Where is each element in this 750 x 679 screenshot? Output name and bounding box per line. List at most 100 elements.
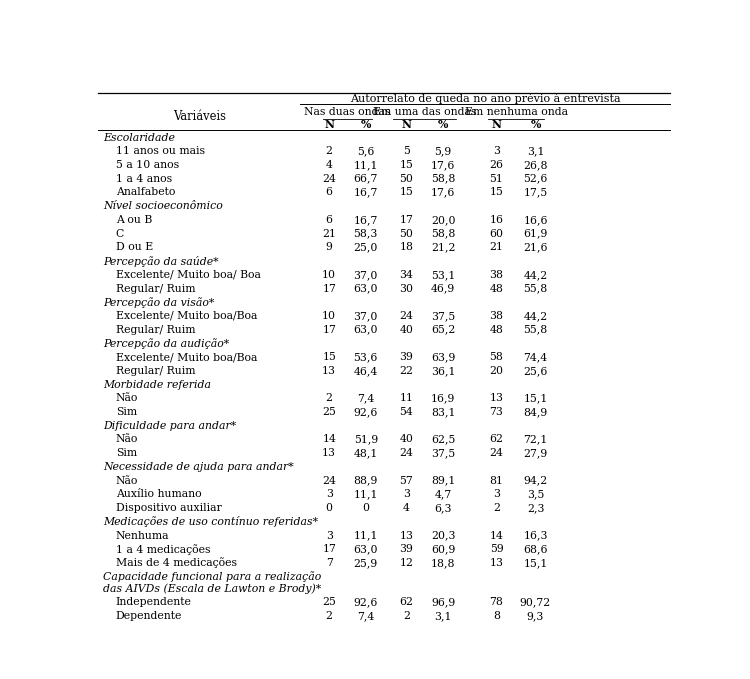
Text: 3,1: 3,1 bbox=[526, 146, 544, 156]
Text: 3: 3 bbox=[403, 490, 410, 499]
Text: 11,1: 11,1 bbox=[353, 490, 378, 499]
Text: 16,7: 16,7 bbox=[353, 215, 378, 225]
Text: 3,1: 3,1 bbox=[434, 611, 451, 621]
Text: 14: 14 bbox=[322, 435, 336, 445]
Text: 13: 13 bbox=[400, 530, 413, 540]
Text: 8: 8 bbox=[493, 611, 500, 621]
Text: 63,0: 63,0 bbox=[353, 545, 378, 554]
Text: Percepção da saúde*: Percepção da saúde* bbox=[103, 255, 219, 267]
Text: 2: 2 bbox=[326, 611, 333, 621]
Text: 15: 15 bbox=[490, 187, 503, 198]
Text: Não: Não bbox=[116, 435, 138, 445]
Text: 2: 2 bbox=[326, 146, 333, 156]
Text: 20,3: 20,3 bbox=[430, 530, 455, 540]
Text: 37,5: 37,5 bbox=[431, 311, 455, 321]
Text: Sim: Sim bbox=[116, 448, 137, 458]
Text: N: N bbox=[324, 119, 334, 130]
Text: 14: 14 bbox=[490, 530, 503, 540]
Text: 17,6: 17,6 bbox=[431, 187, 455, 198]
Text: 72,1: 72,1 bbox=[524, 435, 548, 445]
Text: Percepção da visão*: Percepção da visão* bbox=[103, 297, 214, 308]
Text: Regular/ Ruim: Regular/ Ruim bbox=[116, 366, 195, 376]
Text: 1 a 4 anos: 1 a 4 anos bbox=[116, 174, 172, 184]
Text: 17,6: 17,6 bbox=[431, 160, 455, 170]
Text: Escolaridade: Escolaridade bbox=[103, 132, 175, 143]
Text: N: N bbox=[401, 119, 412, 130]
Text: 2: 2 bbox=[403, 611, 410, 621]
Text: Dificuldade para andar*: Dificuldade para andar* bbox=[103, 421, 236, 430]
Text: 48: 48 bbox=[490, 325, 503, 335]
Text: 84,9: 84,9 bbox=[524, 407, 548, 417]
Text: 55,8: 55,8 bbox=[524, 325, 548, 335]
Text: 16,3: 16,3 bbox=[524, 530, 548, 540]
Text: 58,8: 58,8 bbox=[431, 174, 455, 184]
Text: 13: 13 bbox=[490, 393, 503, 403]
Text: 60,9: 60,9 bbox=[431, 545, 455, 554]
Text: 34: 34 bbox=[400, 270, 413, 280]
Text: 50: 50 bbox=[400, 174, 413, 184]
Text: 39: 39 bbox=[400, 545, 413, 554]
Text: 17,5: 17,5 bbox=[524, 187, 548, 198]
Text: 24: 24 bbox=[400, 311, 413, 321]
Text: 59: 59 bbox=[490, 545, 503, 554]
Text: 30: 30 bbox=[400, 284, 413, 293]
Text: 92,6: 92,6 bbox=[353, 407, 378, 417]
Text: 3: 3 bbox=[326, 490, 333, 499]
Text: 16: 16 bbox=[490, 215, 503, 225]
Text: Excelente/ Muito boa/Boa: Excelente/ Muito boa/Boa bbox=[116, 311, 257, 321]
Text: Capacidade funcional para a realização: Capacidade funcional para a realização bbox=[103, 571, 321, 582]
Text: Autorrelato de queda no ano prévio à entrevista: Autorrelato de queda no ano prévio à ent… bbox=[350, 93, 620, 104]
Text: 0: 0 bbox=[326, 503, 333, 513]
Text: Excelente/ Muito boa/Boa: Excelente/ Muito boa/Boa bbox=[116, 352, 257, 362]
Text: 25,0: 25,0 bbox=[353, 242, 378, 253]
Text: 7,4: 7,4 bbox=[357, 393, 374, 403]
Text: 53,1: 53,1 bbox=[431, 270, 455, 280]
Text: A ou B: A ou B bbox=[116, 215, 152, 225]
Text: N: N bbox=[491, 119, 502, 130]
Text: 37,0: 37,0 bbox=[353, 270, 378, 280]
Text: 18: 18 bbox=[400, 242, 413, 253]
Text: Independente: Independente bbox=[116, 597, 192, 607]
Text: 96,9: 96,9 bbox=[431, 597, 455, 607]
Text: 17: 17 bbox=[400, 215, 413, 225]
Text: 90,72: 90,72 bbox=[520, 597, 551, 607]
Text: 17: 17 bbox=[322, 325, 336, 335]
Text: Nas duas ondas: Nas duas ondas bbox=[304, 107, 391, 117]
Text: 40: 40 bbox=[400, 435, 413, 445]
Text: 50: 50 bbox=[400, 229, 413, 238]
Text: 5,9: 5,9 bbox=[434, 146, 451, 156]
Text: 58: 58 bbox=[490, 352, 503, 362]
Text: 66,7: 66,7 bbox=[353, 174, 378, 184]
Text: 9: 9 bbox=[326, 242, 332, 253]
Text: 24: 24 bbox=[400, 448, 413, 458]
Text: 6,3: 6,3 bbox=[434, 503, 451, 513]
Text: 15,1: 15,1 bbox=[524, 558, 548, 568]
Text: 10: 10 bbox=[322, 311, 336, 321]
Text: 44,2: 44,2 bbox=[524, 270, 548, 280]
Text: 16,9: 16,9 bbox=[431, 393, 455, 403]
Text: 46,9: 46,9 bbox=[431, 284, 455, 293]
Text: 52,6: 52,6 bbox=[524, 174, 548, 184]
Text: 11,1: 11,1 bbox=[353, 160, 378, 170]
Text: 15: 15 bbox=[400, 160, 413, 170]
Text: 17: 17 bbox=[322, 284, 336, 293]
Text: Dispositivo auxiliar: Dispositivo auxiliar bbox=[116, 503, 221, 513]
Text: 57: 57 bbox=[400, 476, 413, 485]
Text: Sim: Sim bbox=[116, 407, 137, 417]
Text: 62: 62 bbox=[490, 435, 503, 445]
Text: 16,6: 16,6 bbox=[524, 215, 548, 225]
Text: 44,2: 44,2 bbox=[524, 311, 548, 321]
Text: 12: 12 bbox=[400, 558, 413, 568]
Text: 20,0: 20,0 bbox=[430, 215, 455, 225]
Text: Auxílio humano: Auxílio humano bbox=[116, 490, 202, 499]
Text: 73: 73 bbox=[490, 407, 503, 417]
Text: 94,2: 94,2 bbox=[524, 476, 548, 485]
Text: 26: 26 bbox=[490, 160, 503, 170]
Text: 25,9: 25,9 bbox=[354, 558, 378, 568]
Text: 6: 6 bbox=[326, 215, 333, 225]
Text: 4,7: 4,7 bbox=[434, 490, 451, 499]
Text: 37,5: 37,5 bbox=[431, 448, 455, 458]
Text: 40: 40 bbox=[400, 325, 413, 335]
Text: 0: 0 bbox=[362, 503, 369, 513]
Text: Mais de 4 medicações: Mais de 4 medicações bbox=[116, 557, 237, 568]
